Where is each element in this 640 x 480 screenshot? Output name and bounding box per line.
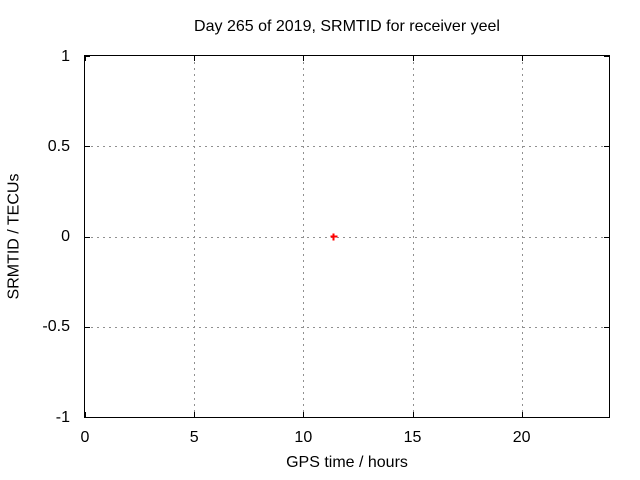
data-point-marker [330,233,338,240]
horizontal-gridline [85,327,609,328]
tick-mark [85,56,90,57]
tick-mark [522,412,523,417]
x-tick-label: 5 [189,429,199,446]
tick-layer [85,56,609,418]
plot-area [84,55,610,418]
tick-mark [303,412,304,417]
tick-mark [85,412,86,417]
y-tick-label: -1 [55,408,70,426]
x-tick-label: 0 [80,429,90,446]
tick-mark [303,56,304,61]
tick-mark [604,237,609,238]
horizontal-gridline [85,237,609,238]
tick-mark [194,56,195,61]
tick-mark [604,327,609,328]
tick-mark [413,56,414,61]
tick-mark [194,412,195,417]
y-tick-label: 0.5 [47,137,70,155]
horizontal-gridline [85,146,609,147]
tick-mark [85,237,90,238]
tick-mark [522,56,523,61]
vertical-gridline [303,56,304,417]
tick-mark [604,417,609,418]
x-tick-label: 15 [403,429,422,446]
y-tick-label: 0 [61,228,70,245]
tick-mark [604,146,609,147]
marker-vertical-bar [332,233,335,240]
y-tick-label: 1 [61,47,70,65]
vertical-gridline [522,56,523,417]
data-point-layer [85,56,609,417]
tick-mark [85,146,90,147]
vertical-gridline [413,56,414,417]
tick-mark [85,417,90,418]
tick-mark [413,412,414,417]
tick-mark [604,56,609,57]
x-tick-label: 10 [294,429,313,446]
tick-mark [85,56,86,61]
x-tick-label: 20 [512,429,531,446]
vertical-gridline [194,56,195,417]
chart-title: Day 265 of 2019, SRMTID for receiver yee… [194,18,500,35]
y-tick-label: -0.5 [42,318,70,336]
grid-layer [85,56,609,417]
x-axis-label: GPS time / hours [286,454,408,471]
tick-mark [85,327,90,328]
